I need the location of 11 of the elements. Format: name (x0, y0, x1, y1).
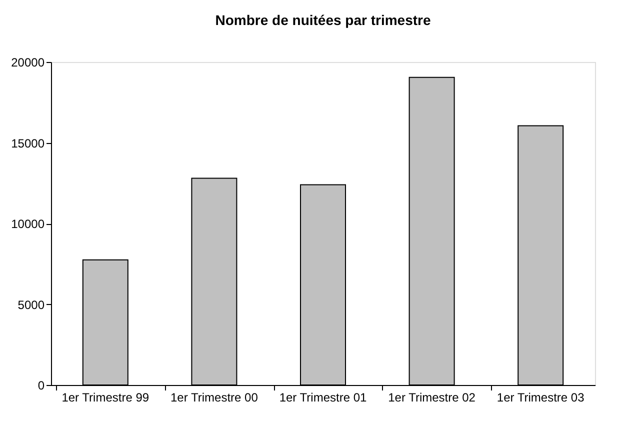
y-tick-label: 15000 (11, 136, 45, 150)
y-tick-label: 0 (38, 378, 45, 392)
x-tick-label: 1er Trimestre 99 (62, 390, 150, 404)
x-tick-label: 1er Trimestre 00 (170, 390, 258, 404)
x-tick-label: 1er Trimestre 03 (496, 390, 585, 404)
x-tick-label: 1er Trimestre 01 (279, 390, 367, 404)
y-tick-label: 10000 (11, 217, 45, 231)
y-tick-label: 5000 (18, 298, 45, 312)
x-tick-label: 1er Trimestre 02 (388, 390, 476, 404)
chart-title: Nombre de nuitées par trimestre (215, 12, 431, 28)
y-tick-label: 20000 (11, 56, 45, 70)
